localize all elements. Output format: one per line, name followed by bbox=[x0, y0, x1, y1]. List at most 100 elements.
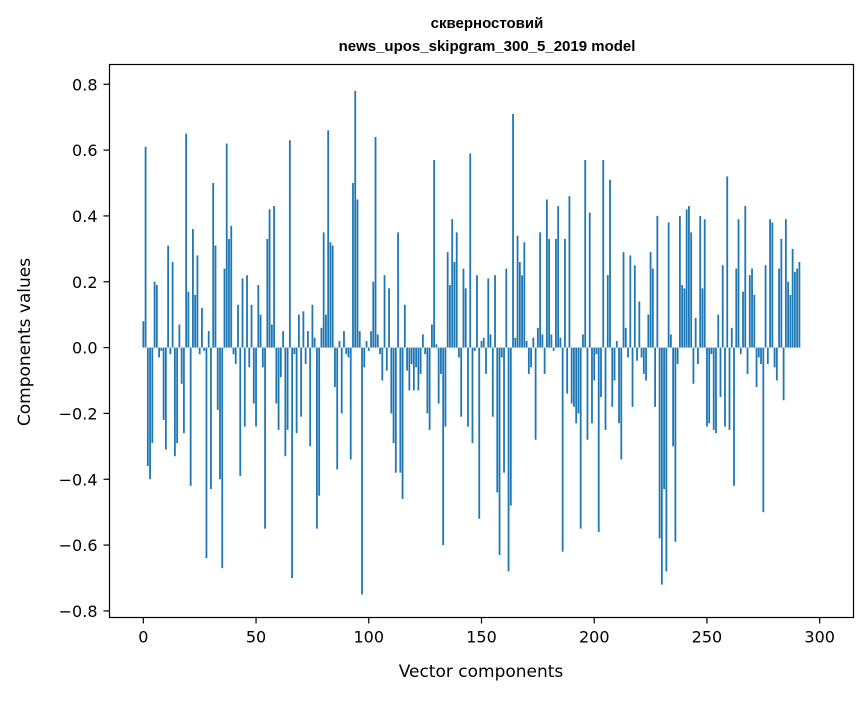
bar-269 bbox=[748, 275, 751, 348]
bar-204 bbox=[602, 159, 605, 348]
bar-83 bbox=[329, 242, 332, 348]
bar-115 bbox=[401, 347, 404, 499]
bar-235 bbox=[672, 347, 675, 447]
bar-18 bbox=[183, 347, 185, 434]
bar-36 bbox=[223, 268, 226, 348]
bar-226 bbox=[651, 268, 654, 348]
bar-123 bbox=[419, 347, 422, 374]
bar-9 bbox=[162, 347, 165, 420]
bar-180 bbox=[548, 238, 551, 348]
bar-265 bbox=[739, 347, 742, 355]
bar-157 bbox=[496, 347, 499, 493]
bar-185 bbox=[559, 337, 562, 348]
bar-283 bbox=[780, 238, 783, 348]
y-tick-label-4: 0.0 bbox=[72, 339, 97, 358]
bar-102 bbox=[372, 281, 375, 348]
bar-97 bbox=[361, 347, 363, 595]
bar-210 bbox=[615, 341, 618, 348]
bar-50 bbox=[255, 347, 257, 427]
bar-2 bbox=[146, 347, 149, 467]
bar-187 bbox=[564, 238, 566, 348]
bar-143 bbox=[464, 288, 467, 348]
bar-149 bbox=[478, 347, 481, 519]
bar-51 bbox=[257, 285, 260, 348]
bar-70 bbox=[300, 347, 303, 417]
bar-59 bbox=[275, 347, 278, 404]
bar-30 bbox=[210, 347, 212, 490]
bar-131 bbox=[437, 347, 440, 404]
bar-92 bbox=[349, 347, 352, 460]
bar-129 bbox=[433, 159, 436, 348]
bar-289 bbox=[793, 271, 796, 348]
bar-106 bbox=[381, 347, 384, 381]
bar-245 bbox=[694, 317, 697, 348]
bar-205 bbox=[604, 347, 607, 430]
bar-16 bbox=[178, 324, 181, 348]
bar-175 bbox=[536, 327, 539, 348]
bar-63 bbox=[284, 347, 287, 457]
bar-249 bbox=[703, 219, 706, 348]
bar-190 bbox=[570, 347, 573, 404]
bar-72 bbox=[304, 347, 307, 365]
bar-159 bbox=[500, 347, 503, 358]
bar-162 bbox=[507, 347, 510, 572]
bar-110 bbox=[390, 347, 393, 414]
bar-286 bbox=[787, 281, 790, 348]
bar-82 bbox=[327, 130, 330, 348]
bar-255 bbox=[717, 314, 720, 348]
bar-225 bbox=[649, 252, 652, 348]
bar-248 bbox=[701, 288, 704, 348]
bar-261 bbox=[730, 327, 733, 348]
bar-280 bbox=[773, 347, 776, 368]
bar-12 bbox=[169, 347, 172, 355]
bar-77 bbox=[316, 347, 318, 529]
bar-114 bbox=[399, 347, 402, 473]
bar-174 bbox=[534, 347, 537, 440]
chart-subtitle: news_upos_skipgram_300_5_2019 model bbox=[339, 38, 636, 55]
x-tick-label-50: 50 bbox=[246, 628, 266, 647]
bar-155 bbox=[491, 347, 494, 417]
bar-221 bbox=[640, 347, 643, 358]
bar-189 bbox=[568, 196, 571, 348]
bar-113 bbox=[397, 232, 399, 348]
bar-1 bbox=[144, 146, 147, 348]
y-tick-label-6: 0.4 bbox=[72, 207, 97, 226]
bar-119 bbox=[410, 347, 413, 365]
bar-99 bbox=[365, 341, 368, 348]
chart-title: скверностовий bbox=[431, 15, 544, 32]
bar-33 bbox=[216, 347, 219, 411]
bar-170 bbox=[525, 341, 528, 348]
bar-127 bbox=[428, 347, 431, 430]
bar-78 bbox=[318, 347, 321, 496]
bar-254 bbox=[715, 347, 717, 434]
bar-61 bbox=[279, 347, 282, 378]
bar-252 bbox=[710, 347, 713, 355]
bar-242 bbox=[688, 206, 690, 348]
x-tick-label-200: 200 bbox=[579, 628, 610, 647]
bar-10 bbox=[164, 347, 167, 450]
bar-152 bbox=[485, 347, 487, 374]
bar-3 bbox=[149, 347, 151, 480]
bar-26 bbox=[201, 308, 203, 348]
bar-68 bbox=[295, 347, 298, 434]
bar-274 bbox=[760, 347, 762, 365]
bar-287 bbox=[789, 294, 792, 348]
bar-142 bbox=[462, 268, 465, 348]
bar-89 bbox=[343, 331, 345, 348]
bar-150 bbox=[480, 341, 483, 348]
x-axis-label: Vector components bbox=[399, 662, 564, 682]
y-tick-label-0: −0.8 bbox=[59, 602, 98, 621]
bar-156 bbox=[494, 275, 496, 348]
bar-176 bbox=[539, 232, 542, 348]
bar-173 bbox=[532, 337, 535, 348]
bar-94 bbox=[354, 90, 357, 348]
bar-141 bbox=[460, 347, 463, 417]
bar-223 bbox=[645, 347, 647, 381]
bar-4 bbox=[151, 347, 154, 444]
bar-104 bbox=[376, 334, 379, 348]
y-axis-label: Components values bbox=[15, 258, 35, 426]
bar-86 bbox=[336, 347, 339, 470]
bar-37 bbox=[225, 143, 228, 348]
bar-209 bbox=[613, 347, 616, 381]
